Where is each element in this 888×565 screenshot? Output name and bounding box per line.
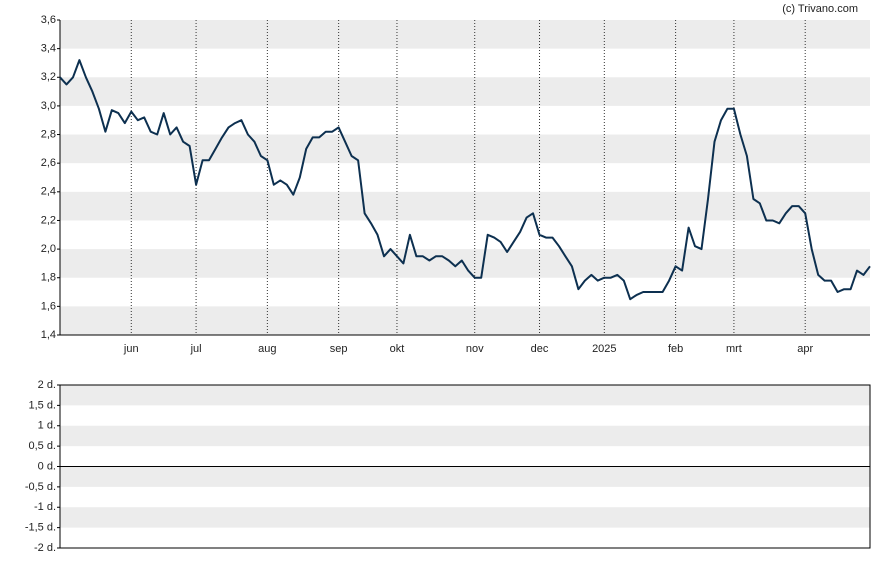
grid-band: [60, 425, 870, 447]
x-tick-label: aug: [258, 343, 276, 355]
y-tick-label: -0,5 d.: [25, 481, 56, 493]
y-tick-label: 3,4: [41, 43, 56, 55]
y-tick-label: 1,8: [41, 272, 56, 284]
grid-band: [60, 306, 870, 335]
y-tick-label: 1 d.: [38, 420, 56, 432]
y-tick-label: 1,6: [41, 300, 56, 312]
y-tick-label: 2 d.: [38, 379, 56, 391]
y-tick-label: 1,4: [41, 329, 56, 341]
y-tick-label: 3,0: [41, 100, 56, 112]
axis: [59, 20, 870, 336]
y-tick-label: 0 d.: [38, 460, 56, 472]
grid-band: [60, 249, 870, 278]
y-tick-label: 3,6: [41, 14, 56, 26]
y-tick-label: -1,5 d.: [25, 522, 56, 534]
y-tick-label: 0,5 d.: [28, 440, 56, 452]
x-tick-label: nov: [466, 343, 484, 355]
x-tick-label: dec: [531, 343, 549, 355]
y-tick-label: 2,4: [41, 186, 56, 198]
x-tick-label: sep: [330, 343, 348, 355]
x-tick-label: apr: [797, 343, 813, 355]
axis-frame: [59, 384, 871, 549]
x-tick-label: jul: [190, 343, 202, 355]
x-tick-label: mrt: [726, 343, 742, 355]
y-tick-label: 3,2: [41, 71, 56, 83]
grid-band: [60, 466, 870, 487]
grid-band: [60, 20, 870, 49]
y-tick-label: -1 d.: [34, 501, 56, 513]
y-tick-label: 1,5 d.: [28, 399, 56, 411]
y-tick-label: 2,8: [41, 128, 56, 140]
price-line: [59, 59, 871, 301]
grid-band: [60, 134, 870, 164]
y-tick-label: -2 d.: [34, 542, 56, 554]
grid-band: [60, 77, 870, 106]
grid-band: [60, 507, 870, 528]
grid-band: [60, 191, 870, 221]
x-tick-label: feb: [668, 343, 683, 355]
x-tick-label: okt: [390, 343, 405, 355]
y-tick-label: 2,6: [41, 157, 56, 169]
credit: (c) Trivano.com: [782, 3, 858, 15]
x-tick-label: jun: [123, 343, 139, 355]
y-tick-label: 2,0: [41, 243, 56, 255]
y-tick-label: 2,2: [41, 214, 56, 226]
x-tick-label: 2025: [592, 343, 616, 355]
grid-band: [60, 385, 870, 406]
